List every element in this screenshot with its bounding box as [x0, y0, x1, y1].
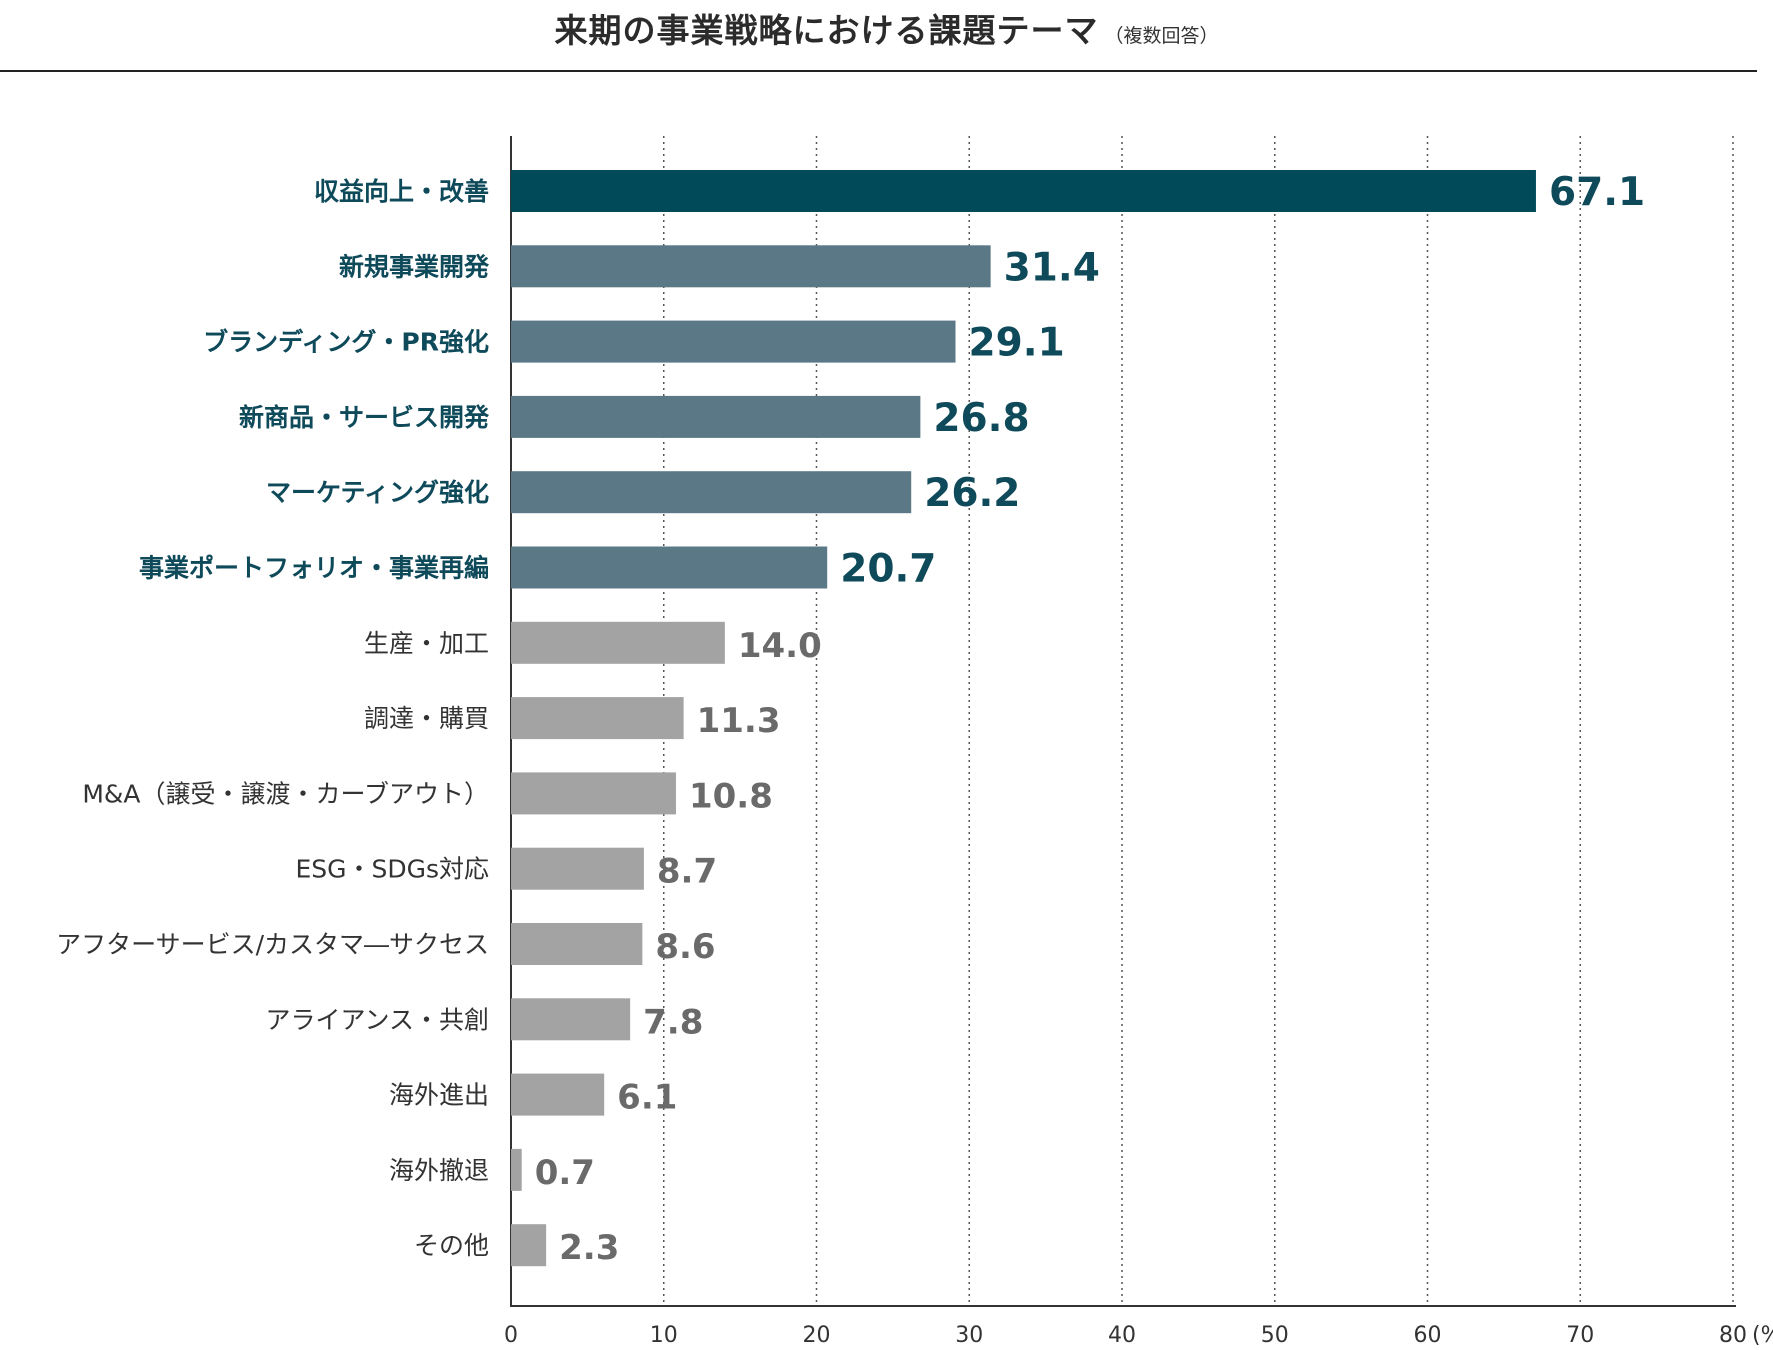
bar-6	[511, 546, 828, 589]
title-block: 来期の事業戦略における課題テーマ （複数回答）	[0, 4, 1773, 52]
value-label: 14.0	[738, 626, 822, 666]
category-label: 調達・購買	[364, 704, 489, 733]
value-label: 10.8	[689, 776, 773, 816]
bar-1	[511, 170, 1536, 212]
bar-10	[511, 847, 644, 890]
value-label: 26.2	[924, 471, 1020, 516]
value-label: 0.7	[535, 1153, 595, 1193]
bar-7	[511, 621, 725, 664]
category-label: アフターサービス/カスタマ―サクセス	[56, 930, 489, 959]
bar-14	[511, 1148, 522, 1191]
category-label: 生産・加工	[364, 629, 489, 658]
x-tick-label: 50	[1261, 1323, 1289, 1348]
bar-5	[511, 471, 912, 514]
title-divider	[0, 70, 1757, 72]
bar-9	[511, 772, 676, 815]
bar-11	[511, 923, 643, 965]
bar-15	[511, 1224, 547, 1267]
category-label: マーケティング強化	[266, 478, 489, 507]
value-label: 31.4	[1004, 245, 1100, 290]
category-label: アライアンス・共創	[265, 1005, 489, 1034]
x-tick-label: 80	[1719, 1323, 1747, 1348]
bar-2	[511, 245, 991, 288]
x-axis-unit: (%)	[1752, 1323, 1773, 1348]
category-label: ブランディング・PR強化	[203, 328, 489, 357]
bar-13	[511, 1073, 605, 1116]
chart-title: 来期の事業戦略における課題テーマ	[554, 11, 1099, 50]
x-tick-label: 40	[1108, 1323, 1136, 1348]
chart-subtitle: （複数回答）	[1104, 25, 1219, 47]
category-label: M&A（譲受・譲渡・カーブアウト）	[82, 779, 489, 808]
value-label: 8.7	[657, 852, 717, 892]
category-label: その他	[414, 1231, 489, 1260]
category-label: 海外進出	[389, 1081, 489, 1110]
bar-12	[511, 998, 631, 1041]
x-tick-label: 70	[1566, 1323, 1594, 1348]
bar-4	[511, 395, 921, 438]
value-label: 7.8	[643, 1002, 703, 1042]
bar-3	[511, 320, 956, 363]
category-label: 事業ポートフォリオ・事業再編	[139, 554, 489, 583]
value-label: 67.1	[1549, 170, 1645, 215]
category-label: 海外撤退	[389, 1156, 489, 1185]
value-label: 2.3	[559, 1228, 619, 1268]
value-label: 6.1	[617, 1078, 677, 1118]
bar-8	[511, 697, 684, 740]
x-tick-label: 30	[955, 1323, 983, 1348]
value-label: 11.3	[697, 701, 781, 741]
x-tick-label: 10	[650, 1323, 678, 1348]
category-label: 収益向上・改善	[314, 177, 489, 206]
category-label: 新商品・サービス開発	[239, 403, 490, 432]
category-label: ESG・SDGs対応	[295, 855, 489, 884]
value-label: 8.6	[655, 927, 715, 967]
value-label: 26.8	[933, 396, 1029, 441]
x-tick-label: 60	[1414, 1323, 1442, 1348]
x-tick-label: 0	[504, 1323, 518, 1348]
category-label: 新規事業開発	[339, 252, 490, 281]
value-label: 29.1	[969, 321, 1065, 366]
x-tick-label: 20	[803, 1323, 831, 1348]
value-label: 20.7	[840, 547, 936, 592]
